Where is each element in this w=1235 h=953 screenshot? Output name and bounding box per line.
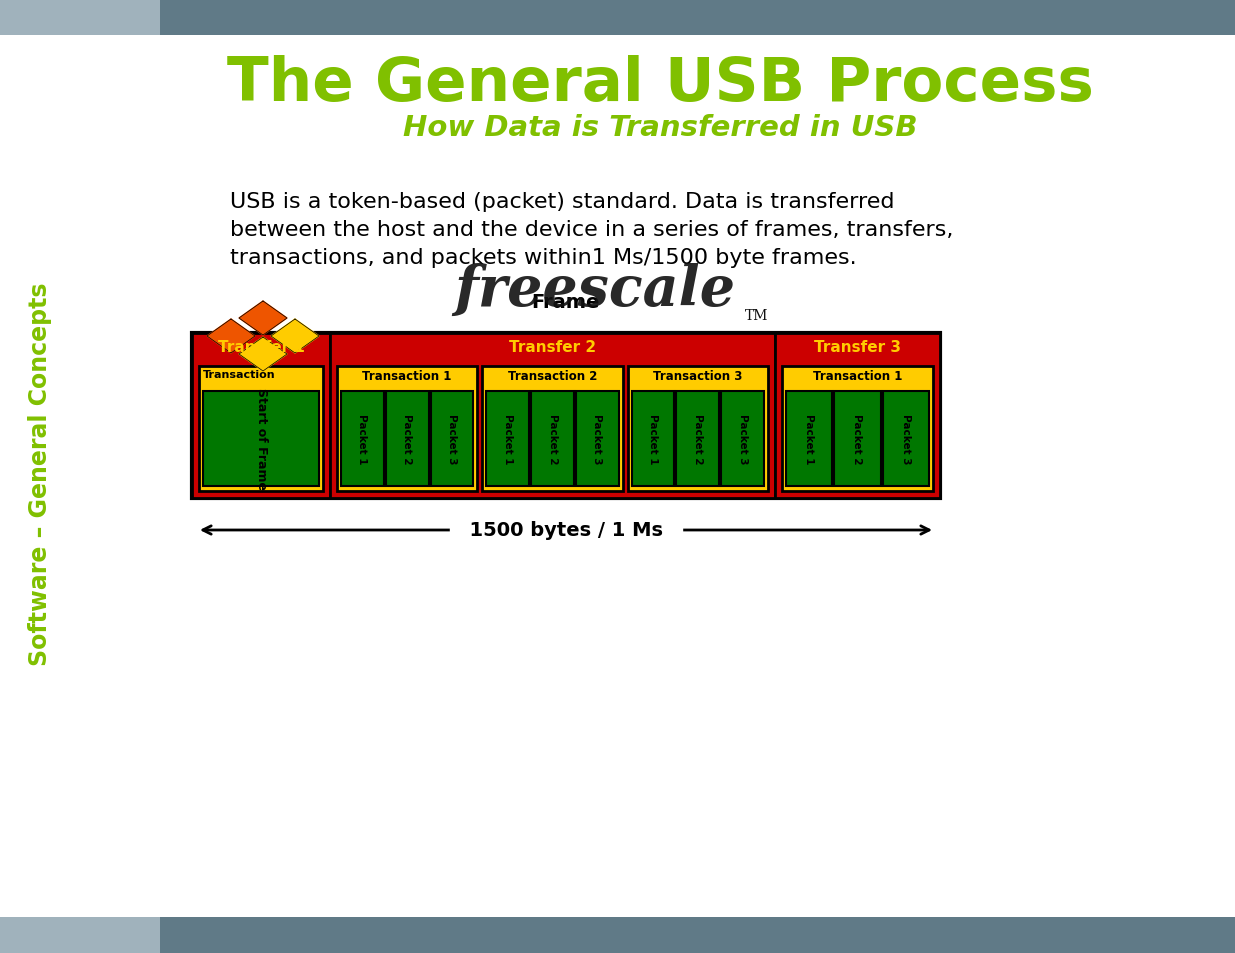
FancyBboxPatch shape [330,334,776,498]
Text: Packet 1: Packet 1 [357,414,367,464]
FancyBboxPatch shape [191,334,330,498]
FancyBboxPatch shape [0,0,1235,36]
Polygon shape [270,319,319,354]
FancyBboxPatch shape [337,367,478,492]
Text: Transaction 3: Transaction 3 [653,370,742,382]
FancyBboxPatch shape [199,367,324,492]
Polygon shape [207,319,254,354]
FancyBboxPatch shape [483,367,622,492]
Text: Software – General Concepts: Software – General Concepts [28,282,52,665]
FancyBboxPatch shape [0,0,161,36]
FancyBboxPatch shape [385,392,429,486]
FancyBboxPatch shape [776,334,940,498]
Text: The General USB Process: The General USB Process [226,54,1093,113]
Text: How Data is Transferred in USB: How Data is Transferred in USB [403,113,918,142]
FancyBboxPatch shape [0,917,1235,953]
FancyBboxPatch shape [721,392,764,486]
Text: USB is a token-based (packet) standard. Data is transferred
between the host and: USB is a token-based (packet) standard. … [230,192,953,268]
FancyBboxPatch shape [576,392,619,486]
FancyBboxPatch shape [203,392,319,486]
Text: Packet 3: Packet 3 [593,414,603,464]
Text: Packet 2: Packet 2 [693,414,703,464]
FancyBboxPatch shape [341,392,384,486]
Text: Transaction: Transaction [203,370,275,379]
Text: TM: TM [745,309,768,323]
FancyBboxPatch shape [883,392,929,486]
FancyBboxPatch shape [191,334,940,498]
Text: Transfer 1: Transfer 1 [217,339,305,355]
Polygon shape [240,337,287,372]
FancyBboxPatch shape [487,392,529,486]
Text: Transaction 1: Transaction 1 [813,370,903,382]
FancyBboxPatch shape [431,392,473,486]
Text: Start of Frame: Start of Frame [254,388,268,490]
Polygon shape [240,302,287,335]
Text: Packet 3: Packet 3 [737,414,747,464]
Text: Packet 3: Packet 3 [900,414,911,464]
Text: Transfer 3: Transfer 3 [814,339,902,355]
Text: Packet 1: Packet 1 [503,414,513,464]
Text: Transfer 2: Transfer 2 [509,339,597,355]
Text: Transaction 2: Transaction 2 [508,370,598,382]
FancyBboxPatch shape [782,367,932,492]
FancyBboxPatch shape [677,392,719,486]
FancyBboxPatch shape [531,392,574,486]
FancyBboxPatch shape [627,367,768,492]
Text: Packet 1: Packet 1 [648,414,658,464]
FancyBboxPatch shape [631,392,674,486]
Text: Packet 3: Packet 3 [447,414,457,464]
Text: Packet 2: Packet 2 [852,414,862,464]
Text: Packet 2: Packet 2 [403,414,412,464]
Text: Packet 2: Packet 2 [547,414,557,464]
FancyBboxPatch shape [0,917,161,953]
Text: Packet 1: Packet 1 [804,414,814,464]
Text: Frame: Frame [531,293,599,312]
FancyBboxPatch shape [835,392,881,486]
Text: Transaction 1: Transaction 1 [363,370,452,382]
Text: freescale: freescale [454,263,736,317]
Text: 1500 bytes / 1 Ms: 1500 bytes / 1 Ms [456,521,677,540]
FancyBboxPatch shape [785,392,832,486]
